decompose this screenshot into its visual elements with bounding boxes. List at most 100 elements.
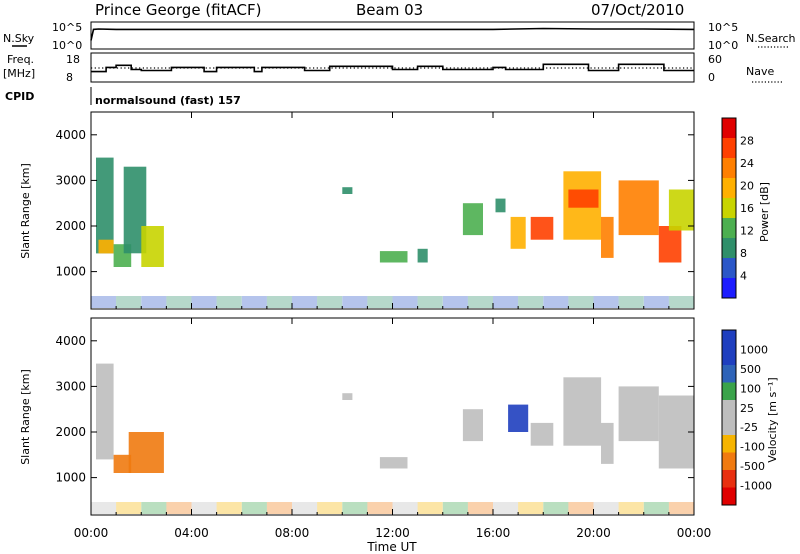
velocity-cell [128,432,164,473]
velocity-ground-cell [91,502,117,514]
power-colorbar: 4 8 12 16 20 24 28 [721,117,754,299]
power-cell [141,226,164,267]
power-ground-cell [442,296,468,308]
velocity-colorbar-swatch [722,452,736,470]
velocity-cell [379,457,408,469]
velocity-colorbar-tick: -500 [740,460,765,473]
power-cell [568,189,599,208]
power-y-tick-label: 4000 [55,128,86,142]
freq-tick-low: 8 [66,71,73,84]
velocity-ground-cell [618,502,644,514]
power-ground-cell [568,296,594,308]
velocity-colorbar-tick: 500 [740,363,761,376]
power-ground-cell [266,296,292,308]
velocity-colorbar-tick: 100 [740,382,761,395]
velocity-ground-cell [367,502,393,514]
freq-series-line [91,63,694,73]
nsky-tick-low-right: 10^0 [708,39,738,52]
velocity-y-tick-label: 4000 [55,334,86,348]
power-colorbar-swatch [722,258,736,278]
power-ground-cell [618,296,644,308]
power-cell [668,189,694,231]
nsky-panel-frame [90,21,695,50]
x-tick-label: 08:00 [275,526,310,540]
power-colorbar-tick: 20 [740,180,754,193]
time-x-axis: 00:00 04:00 08:00 12:00 16:00 20:00 00:00 [74,112,712,540]
power-cell [495,198,506,213]
velocity-colorbar-tick: 1000 [740,343,768,356]
velocity-ground-cell [518,502,544,514]
power-colorbar-tick: 12 [740,225,754,238]
velocity-cell [113,454,132,473]
nave-tick-high: 60 [708,53,722,66]
power-ground-cell [593,296,619,308]
nsky-label: N.Sky [3,32,35,45]
beam-title: Beam 03 [356,1,423,19]
cpid-text: normalsound (fast) 157 [95,94,241,107]
date-title: 07/Oct/2010 [591,1,684,19]
velocity-colorbar-swatch [722,435,736,453]
velocity-ground-cell [141,502,167,514]
freq-label: Freq. [7,53,34,66]
velocity-ground-cell [417,502,443,514]
nsky-series-line [90,27,695,41]
x-tick-label: 00:00 [677,526,712,540]
velocity-colorbar-tick: -25 [740,421,758,434]
x-tick-label: 16:00 [476,526,511,540]
velocity-panel-frame [90,317,695,516]
power-heatmap [91,157,694,308]
velocity-cell [601,422,614,464]
velocity-ground-cell [467,502,493,514]
velocity-colorbar-swatch [722,382,736,400]
velocity-ground-cell [442,502,468,514]
power-y-tick-label: 3000 [55,173,86,187]
freq-tick-high: 18 [66,53,80,66]
power-y-axis: 1000 2000 3000 4000 [55,128,694,279]
power-colorbar-tick: 16 [740,202,754,215]
velocity-cell [530,422,554,446]
nsky-panel: N.Sky 10^5 10^0 10^5 10^0 N.Search [3,21,796,52]
velocity-ground-cell [568,502,594,514]
velocity-cell [342,393,353,400]
power-ground-cell [417,296,443,308]
power-colorbar-frame [721,117,737,299]
velocity-ground-cell [643,502,669,514]
velocity-colorbar-tick: 25 [740,402,754,415]
power-cell [658,226,682,263]
velocity-cell [563,377,602,446]
velocity-colorbar-swatch [722,365,736,383]
power-colorbar-swatch [722,178,736,198]
velocity-cell [96,363,114,460]
power-panel-frame [90,111,695,310]
velocity-colorbar-swatch [722,487,736,505]
power-colorbar-swatch [722,218,736,238]
power-ground-cell [116,296,142,308]
power-colorbar-swatch [722,198,736,218]
nsky-tick-low-left: 10^0 [52,39,82,52]
velocity-y-axis-label: Slant Range [km] [19,369,32,465]
velocity-ground-cell [392,502,418,514]
velocity-ground-cell [317,502,343,514]
power-ground-cell [166,296,192,308]
velocity-ground-cell [191,502,217,514]
x-tick-label: 12:00 [375,526,410,540]
cpid-label: CPID [5,90,34,103]
velocity-ground-cell [166,502,192,514]
velocity-y-tick-label: 2000 [55,425,86,439]
velocity-ground-cell [241,502,267,514]
power-cell [530,216,554,240]
velocity-colorbar-swatch [722,470,736,488]
nsky-tick-high-right: 10^5 [708,21,738,34]
power-colorbar-swatch [722,118,736,138]
x-tick-label: 04:00 [174,526,209,540]
power-ground-cell [91,296,117,308]
power-cell [510,216,526,249]
power-colorbar-tick: 4 [740,270,747,283]
velocity-colorbar-tick: -1000 [740,480,772,493]
velocity-ground-cell [116,502,142,514]
power-ground-cell [668,296,694,308]
power-cell [123,166,147,254]
velocity-colorbar-swatch [722,400,736,418]
power-ground-cell [367,296,393,308]
velocity-ground-cell [493,502,519,514]
